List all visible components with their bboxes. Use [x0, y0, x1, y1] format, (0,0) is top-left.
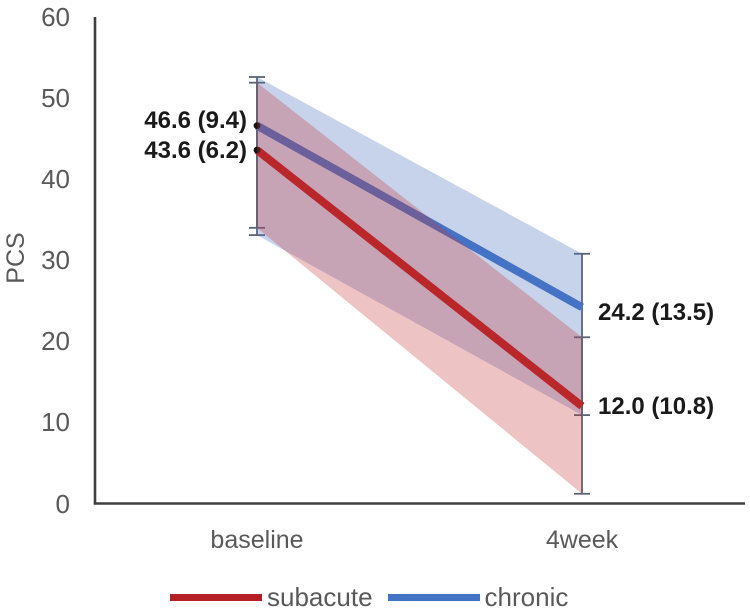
- legend-item-subacute: subacute: [170, 584, 373, 610]
- y-tick-0: 0: [55, 488, 70, 519]
- legend-label-chronic: chronic: [484, 582, 569, 612]
- y-tick-20: 20: [41, 326, 70, 357]
- y-tick-30: 30: [41, 245, 70, 276]
- legend-item-chronic: chronic: [387, 582, 569, 612]
- band-subacute: [257, 82, 582, 494]
- marker-subacute-baseline: [253, 146, 261, 154]
- error-bar-chronic-baseline: [249, 76, 265, 237]
- series-line-subacute: [254, 146, 585, 410]
- legend-swatch-subacute: [170, 593, 262, 601]
- error-bar-chronic-4week: [574, 252, 590, 417]
- x-category-4week: 4week: [545, 526, 619, 554]
- y-tick-60: 60: [41, 2, 70, 32]
- x-category-baseline: baseline: [210, 526, 304, 554]
- y-tick-10: 10: [41, 407, 70, 438]
- series-line-chronic: [255, 122, 584, 311]
- legend-label-subacute: subacute: [267, 582, 373, 612]
- data-label-subacute-baseline: 43.6 (6.2): [144, 136, 247, 164]
- data-label-chronic-4week: 24.2 (13.5): [598, 299, 715, 327]
- legend: subacute chronic: [170, 584, 583, 610]
- data-label-subacute-4week: 12.0 (10.8): [598, 393, 715, 421]
- data-label-chronic-baseline: 46.6 (9.4): [144, 106, 247, 134]
- y-tick-40: 40: [41, 164, 70, 195]
- y-tick-50: 50: [41, 83, 70, 114]
- marker-chronic-baseline: [253, 122, 261, 130]
- band-chronic: [257, 77, 582, 416]
- legend-swatch-chronic: [387, 593, 480, 601]
